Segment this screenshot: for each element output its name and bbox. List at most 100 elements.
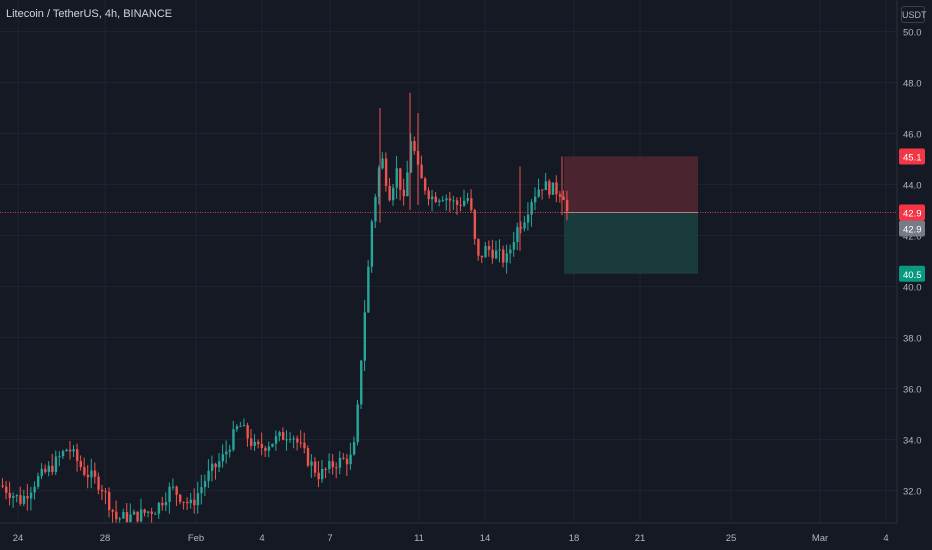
candle-up: [381, 158, 384, 169]
candle-down: [317, 472, 320, 480]
candle-down: [136, 511, 139, 522]
candle-up: [147, 511, 150, 513]
candle-up: [289, 438, 292, 440]
candle-up: [352, 442, 356, 455]
time-tick-label: 28: [100, 533, 111, 544]
candle-up: [509, 249, 512, 254]
candle-up: [65, 449, 68, 452]
candle-down: [541, 189, 544, 191]
candle-down: [399, 168, 402, 190]
candle-up: [512, 242, 516, 250]
candle-down: [434, 196, 437, 203]
candle-down: [193, 499, 196, 506]
candle-down: [86, 474, 90, 478]
candle-up: [54, 456, 58, 473]
candle-up: [225, 451, 228, 455]
candle-down: [100, 489, 104, 492]
candle-up: [431, 196, 434, 200]
candle-down: [427, 190, 430, 200]
candle-down: [8, 492, 11, 498]
candle-down: [281, 432, 285, 440]
current-price-tag-bg: [899, 204, 925, 221]
candle-up: [203, 481, 207, 488]
candle-down: [182, 501, 185, 503]
candle-up: [15, 495, 19, 497]
candle-up: [438, 200, 441, 203]
candle-up: [132, 511, 136, 515]
time-tick-label: Feb: [188, 533, 204, 544]
candle-down: [1, 485, 4, 487]
candle-down: [555, 182, 558, 195]
candle-down: [68, 449, 72, 452]
candle-down: [44, 468, 47, 472]
price-tick-label: 34.0: [903, 436, 922, 447]
candle-up: [494, 250, 498, 259]
candle-down: [313, 461, 317, 473]
price-tick-label: 36.0: [903, 385, 922, 396]
candle-up: [154, 513, 157, 515]
candle-down: [264, 447, 267, 451]
candle-up: [338, 457, 342, 468]
candle-up: [118, 518, 122, 520]
candle-up: [356, 404, 359, 443]
candle-down: [477, 239, 480, 256]
candle-up: [235, 426, 239, 430]
candle-down: [502, 249, 505, 263]
candle-up: [285, 439, 288, 441]
candle-down: [459, 204, 462, 206]
candle-up: [321, 468, 324, 480]
candle-down: [548, 181, 551, 195]
candle-up: [157, 502, 161, 514]
candle-down: [93, 470, 97, 477]
stop-price-tag-bg: [899, 148, 925, 165]
stop-price-tag: 45.1: [903, 152, 922, 163]
candle-down: [257, 441, 260, 444]
candle-down: [76, 449, 79, 462]
price-tick-label: 42.0: [903, 232, 922, 243]
candle-down: [260, 443, 264, 448]
candle-up: [516, 227, 519, 243]
candle-down: [487, 246, 491, 250]
candle-down: [331, 461, 335, 468]
candle-up: [33, 486, 36, 493]
candle-up: [328, 461, 331, 470]
candle-up: [544, 181, 548, 191]
candle-up: [505, 253, 508, 263]
price-tick-label: 38.0: [903, 334, 922, 345]
candle-down: [175, 486, 178, 495]
candle-down: [26, 496, 29, 499]
price-tick-label: 50.0: [903, 28, 922, 39]
candle-down: [342, 457, 345, 459]
candle-down: [448, 198, 452, 201]
candle-down: [179, 494, 182, 502]
candle-down: [111, 509, 114, 512]
candle-down: [455, 200, 459, 205]
stop-loss-zone[interactable]: [564, 156, 698, 213]
take-profit-zone[interactable]: [564, 212, 698, 274]
candle-down: [345, 458, 349, 465]
candle-up: [12, 495, 15, 498]
candle-up: [271, 443, 274, 447]
candle-down: [335, 467, 338, 469]
candle-up: [395, 168, 398, 188]
candle-up: [349, 454, 352, 465]
currency-button[interactable]: USDT: [901, 6, 927, 23]
candle-down: [5, 486, 8, 493]
time-tick-label: 18: [569, 533, 580, 544]
candle-up: [392, 187, 395, 201]
candle-down: [83, 467, 86, 475]
candle-down: [115, 511, 118, 520]
candle-up: [22, 496, 26, 504]
candle-up: [466, 198, 469, 201]
time-tick-label: 24: [13, 533, 24, 544]
candle-up: [370, 221, 374, 267]
candle-up: [523, 222, 526, 229]
candle-down: [519, 227, 523, 229]
time-tick-label: 21: [635, 533, 646, 544]
time-tick-label: 14: [480, 533, 491, 544]
candle-down: [108, 491, 111, 510]
candle-up: [139, 509, 143, 522]
candle-up: [189, 499, 193, 504]
